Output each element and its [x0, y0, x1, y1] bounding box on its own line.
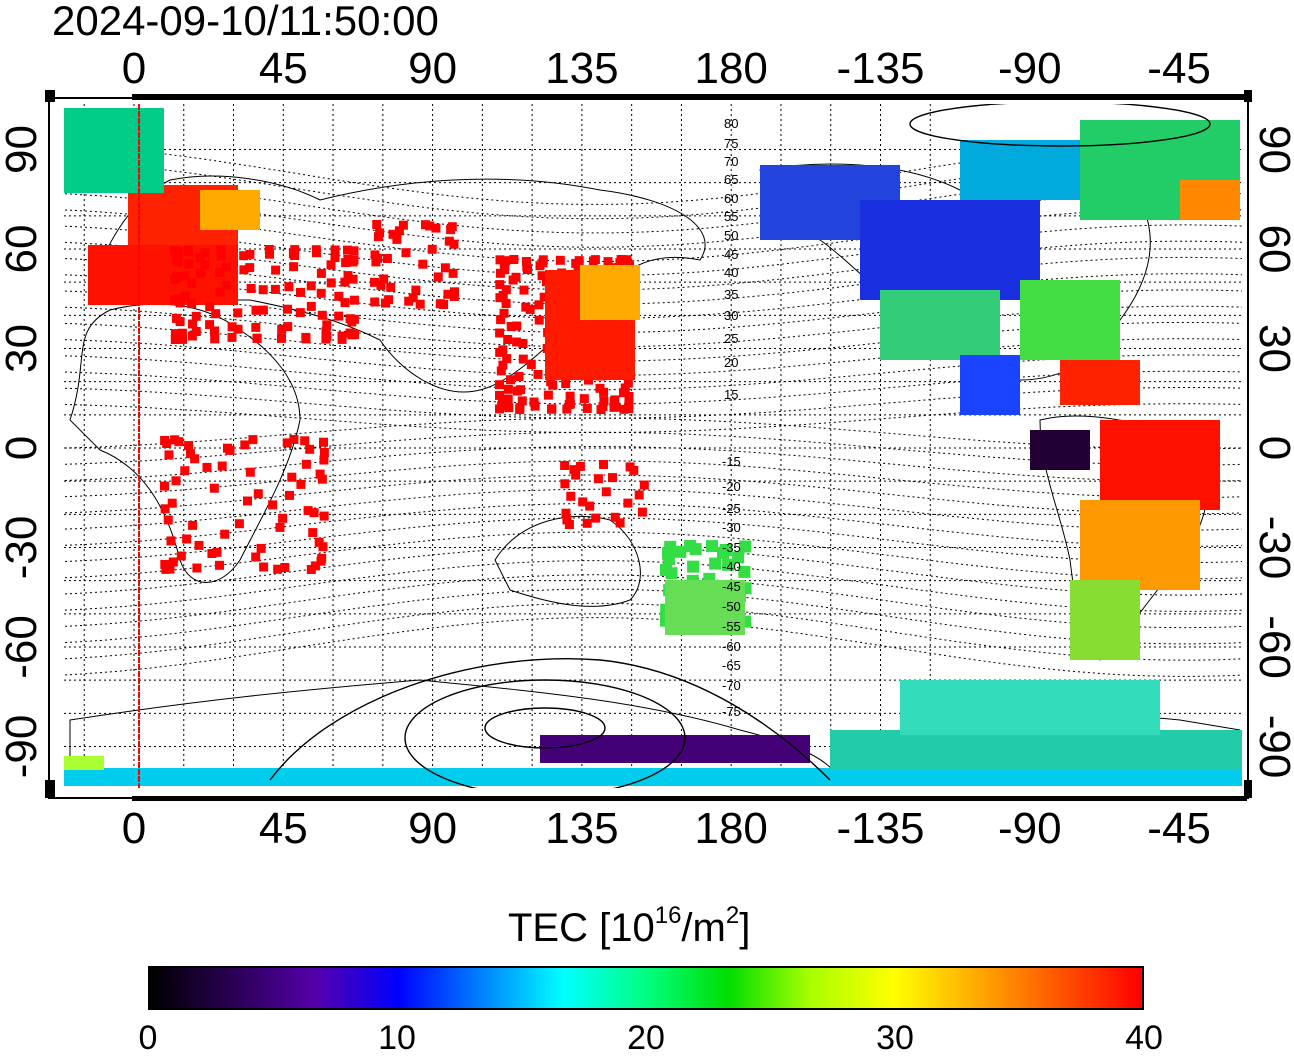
top-lon-label: 180	[694, 44, 767, 93]
mag-lat-label: -65	[722, 658, 741, 673]
mag-lat-label: 60	[724, 191, 738, 206]
mag-lat-label: -20	[722, 479, 741, 494]
mag-lat-label: -75	[722, 704, 741, 719]
top-lon-label: 135	[545, 44, 618, 93]
right-lat-label: -90	[1250, 715, 1294, 779]
colorbar-tick-label: 30	[876, 1019, 914, 1057]
right-lat-label: -60	[1250, 615, 1294, 679]
tec-world-map: 80 75 70 65 60 55 50 45 40 35 30 25 20 15 -15 -20 -25 -30…	[0, 44, 1294, 853]
mag-lat-label: 65	[724, 172, 738, 187]
right-lat-label: 0	[1250, 436, 1294, 460]
mag-lat-label: 30	[724, 308, 738, 323]
bottom-lon-label: 45	[259, 804, 308, 853]
top-lon-label: 45	[259, 44, 308, 93]
colorbar-tick-label: 20	[627, 1019, 665, 1057]
bottom-lon-label: 135	[545, 804, 618, 853]
mag-lat-label: 70	[724, 154, 738, 169]
top-lon-label: -90	[998, 44, 1062, 93]
colorbar-tick-label: 0	[138, 1019, 158, 1057]
magnetic-latitude-contours	[64, 143, 1242, 677]
right-lat-label: 30	[1250, 324, 1294, 373]
left-lat-label: 60	[0, 225, 46, 274]
mag-lat-label: 80	[724, 116, 738, 131]
mag-lat-label: -35	[722, 540, 741, 555]
mag-lat-label: -60	[722, 639, 741, 654]
axis-labels: 0 45 90 135 180 -135 -90 -450 45 90 135 180 -135 -90-…	[0, 44, 1294, 853]
mag-lat-label: -40	[722, 559, 741, 574]
mag-lat-label: -45	[722, 579, 741, 594]
top-lon-label: -45	[1147, 44, 1211, 93]
mag-lat-label: 20	[724, 355, 738, 370]
bottom-lon-label: 180	[694, 804, 767, 853]
right-lat-label: 90	[1250, 125, 1294, 174]
mag-lat-label: -70	[722, 678, 741, 693]
left-lat-label: -60	[0, 615, 46, 679]
colorbar-tick-label: 40	[1125, 1019, 1163, 1057]
bottom-lon-label: -90	[998, 804, 1062, 853]
left-lat-label: -30	[0, 516, 46, 580]
map-timestamp-title: 2024-09-10/11:50:00	[52, 0, 439, 44]
left-lat-label: 30	[0, 324, 46, 373]
left-lat-label: 90	[0, 125, 46, 174]
colorbar-tick-label: 10	[378, 1019, 416, 1057]
tec-colorbar	[148, 966, 1144, 1010]
mag-lat-label: 15	[724, 387, 738, 402]
left-lat-label: 0	[0, 436, 46, 460]
right-lat-label: -30	[1250, 516, 1294, 580]
bottom-lon-label: 0	[122, 804, 146, 853]
top-lon-label: -135	[836, 44, 924, 93]
magnetic-latitude-labels: 80 75 70 65 60 55 50 45 40 35 30 25 20 15 -15 -20 -25 -30…	[722, 116, 741, 719]
mag-lat-label: -15	[722, 454, 741, 469]
right-lat-label: 60	[1250, 225, 1294, 274]
bottom-lon-label: 90	[408, 804, 457, 853]
mag-lat-label: -30	[722, 520, 741, 535]
mag-lat-label: 25	[724, 331, 738, 346]
left-lat-label: -90	[0, 715, 46, 779]
top-lon-label: 0	[122, 44, 146, 93]
mag-lat-label: 50	[724, 228, 738, 243]
bottom-lon-label: -45	[1147, 804, 1211, 853]
bottom-lon-label: -135	[836, 804, 924, 853]
tec-data-cells	[64, 108, 1242, 786]
mag-lat-label: -25	[722, 501, 741, 516]
mag-lat-label: -50	[722, 599, 741, 614]
mag-lat-label: 45	[724, 247, 738, 262]
colorbar-title: TEC [1016/m2]	[508, 902, 751, 951]
mag-lat-label: 35	[724, 287, 738, 302]
mag-lat-label: 75	[724, 136, 738, 151]
mag-lat-label: -55	[722, 619, 741, 634]
top-lon-label: 90	[408, 44, 457, 93]
polar-contours	[269, 104, 1211, 788]
mag-lat-label: 40	[724, 265, 738, 280]
mag-lat-label: 55	[724, 209, 738, 224]
